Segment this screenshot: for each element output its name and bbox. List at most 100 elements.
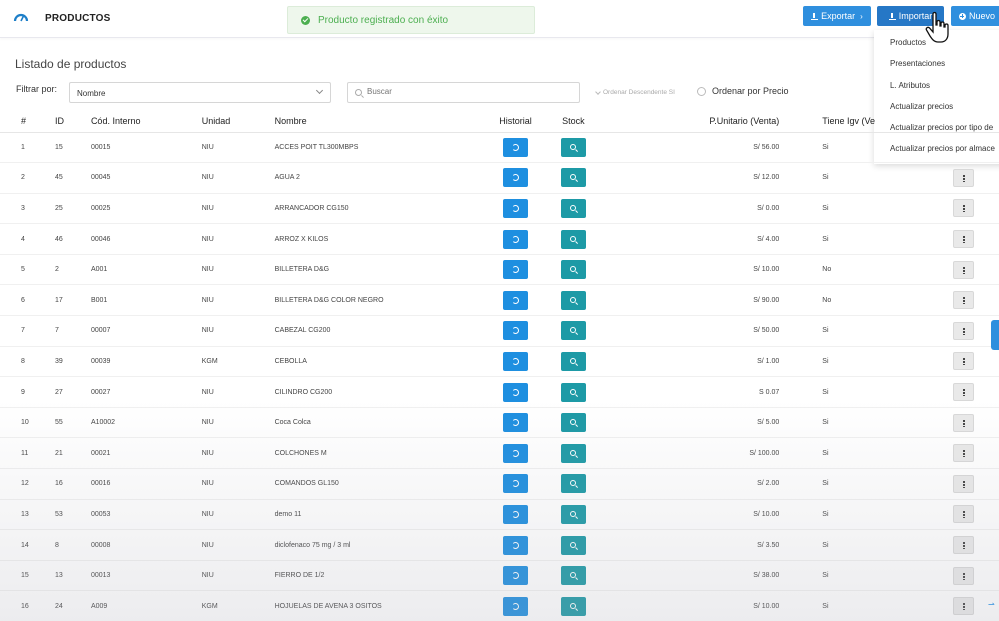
stock-button[interactable]: [560, 566, 586, 586]
col-header-actions: [919, 110, 999, 133]
import-button[interactable]: Importar: [877, 6, 944, 26]
stock-button[interactable]: [560, 535, 586, 555]
cell-stock: [542, 132, 600, 164]
stock-button[interactable]: [560, 382, 586, 402]
stock-button[interactable]: [560, 198, 586, 218]
cell-history: [485, 590, 543, 621]
row-actions-button[interactable]: [953, 444, 975, 463]
col-header-stock: Stock: [542, 110, 600, 133]
dots-vertical-icon: [963, 358, 966, 366]
row-actions-button[interactable]: [953, 536, 975, 555]
cell-actions: [919, 284, 999, 317]
dots-vertical-icon: [963, 450, 966, 458]
search-icon: [569, 143, 576, 150]
history-icon: [512, 174, 520, 182]
row-actions-button[interactable]: [953, 566, 975, 585]
search-icon: [569, 480, 576, 487]
cell-name: demo 11: [253, 499, 486, 531]
filter-select[interactable]: Nombre: [69, 82, 331, 103]
history-button[interactable]: [503, 351, 529, 371]
history-button[interactable]: [503, 168, 529, 188]
cell-unit: NIU: [180, 132, 254, 164]
stock-button[interactable]: [560, 596, 586, 616]
new-button[interactable]: Nuevo: [951, 6, 999, 26]
dashboard-icon[interactable]: [13, 9, 29, 25]
cell-stock: [542, 315, 600, 347]
radio-icon[interactable]: [697, 86, 706, 96]
table-row: 5 2 A001 NIU BILLETERA D&G S/ 10.00 No: [0, 254, 999, 286]
cell-name: AGUA 2: [253, 162, 486, 194]
search-input[interactable]: [367, 87, 567, 96]
search-icon: [355, 89, 362, 96]
side-panel-tab[interactable]: [991, 320, 999, 350]
history-button[interactable]: [503, 504, 529, 524]
menu-item-presentaciones[interactable]: Presentaciones: [890, 59, 946, 68]
cell-stock: [542, 560, 600, 592]
stock-button[interactable]: [560, 474, 586, 494]
history-button[interactable]: [503, 566, 529, 586]
row-actions-button[interactable]: [953, 597, 975, 616]
cell-igv: Si: [779, 376, 920, 408]
history-icon: [512, 541, 520, 549]
row-actions-button[interactable]: [953, 168, 975, 187]
cell-name: COMANDOS GL150: [253, 468, 486, 500]
cell-stock: [542, 376, 600, 408]
cell-igv: Si: [779, 223, 920, 255]
stock-button[interactable]: [560, 137, 586, 157]
row-actions-button[interactable]: [953, 260, 975, 279]
menu-item-actualizar-precios[interactable]: Actualizar precios: [890, 102, 954, 111]
stock-button[interactable]: [560, 260, 586, 280]
row-actions-button[interactable]: [953, 383, 975, 402]
history-button[interactable]: [503, 321, 529, 341]
row-actions-button[interactable]: [953, 505, 975, 524]
corner-arrow-icon: ⇀: [988, 600, 995, 609]
cell-id: 15: [33, 132, 70, 164]
history-button[interactable]: [503, 137, 529, 157]
order-price-toggle[interactable]: Ordenar por Precio: [697, 86, 789, 96]
filter-label: Filtrar por:: [16, 84, 58, 94]
cell-code: A10002: [69, 407, 181, 439]
stock-button[interactable]: [560, 290, 586, 310]
stock-button[interactable]: [560, 229, 586, 249]
stock-button[interactable]: [560, 443, 586, 463]
history-button[interactable]: [503, 535, 529, 555]
history-button[interactable]: [503, 443, 529, 463]
history-button[interactable]: [503, 260, 529, 280]
history-button[interactable]: [503, 413, 529, 433]
stock-button[interactable]: [560, 413, 586, 433]
cell-price: S/ 56.00: [599, 132, 780, 164]
row-actions-button[interactable]: [953, 321, 975, 340]
table-row: 3 25 00025 NIU ARRANCADOR CG150 S/ 0.00 Si: [0, 193, 999, 225]
row-actions-button[interactable]: [953, 199, 975, 218]
stock-button[interactable]: [560, 504, 586, 524]
history-button[interactable]: [503, 596, 529, 616]
history-button[interactable]: [503, 229, 529, 249]
search-box[interactable]: [347, 82, 580, 103]
history-button[interactable]: [503, 474, 529, 494]
cell-unit: NIU: [180, 284, 254, 317]
menu-item-productos[interactable]: Productos: [890, 38, 927, 47]
dots-vertical-icon: [963, 327, 966, 335]
row-actions-button[interactable]: [953, 413, 975, 432]
table-header-row: # ID Cód. Interno Unidad Nombre Historia…: [0, 110, 999, 133]
stock-button[interactable]: [560, 351, 586, 371]
cell-igv: Si: [779, 437, 920, 470]
stock-button[interactable]: [560, 321, 586, 341]
row-actions-button[interactable]: [953, 474, 975, 493]
export-button[interactable]: Exportar ›: [803, 6, 871, 26]
row-actions-button[interactable]: [953, 230, 975, 249]
col-header-igv: Tiene Igv (Ve: [779, 110, 920, 133]
order-desc-toggle[interactable]: Ordenar Descendente SI: [595, 89, 675, 96]
cell-name: CEBOLLA: [253, 346, 486, 378]
stock-button[interactable]: [560, 168, 586, 188]
cell-code: 00045: [69, 162, 181, 194]
row-actions-button[interactable]: [953, 291, 975, 310]
history-button[interactable]: [503, 290, 529, 310]
row-actions-button[interactable]: [953, 352, 975, 371]
cell-history: [485, 407, 543, 439]
cell-name: ACCES POIT TL300MBPS: [253, 132, 486, 164]
menu-item-atributos[interactable]: L. Atributos: [890, 81, 931, 90]
history-button[interactable]: [503, 382, 529, 402]
history-icon: [512, 296, 520, 304]
history-button[interactable]: [503, 198, 529, 218]
